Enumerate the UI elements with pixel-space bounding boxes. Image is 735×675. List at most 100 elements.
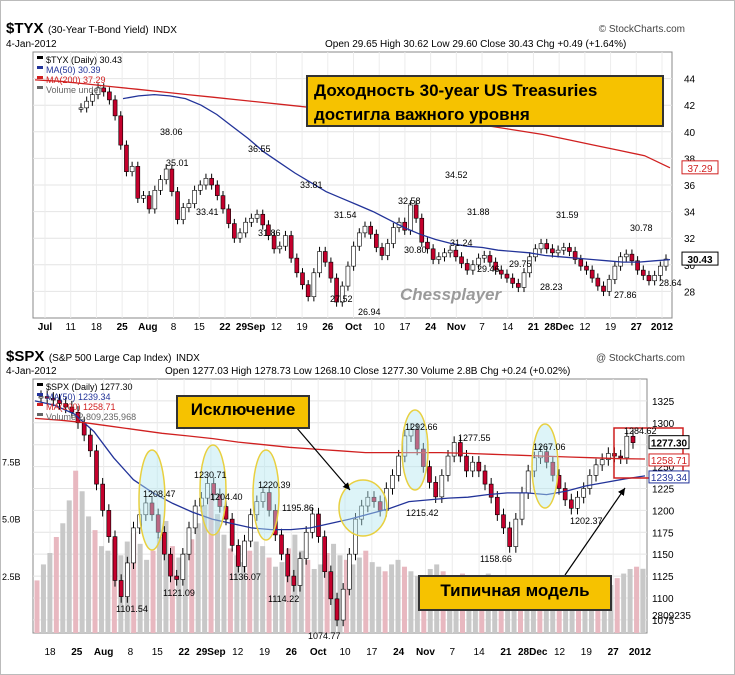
tyx-x-tick: 25 (117, 322, 129, 333)
spx-high-label: 1284.62 (624, 426, 657, 436)
spx-price-bar (445, 455, 451, 476)
spx-x-tick: 15 (152, 647, 164, 658)
spx-volume-bar (79, 491, 85, 633)
tyx-x-tick: 8 (171, 322, 177, 333)
tyx-price-bar (487, 255, 493, 263)
spx-volume-bar (253, 541, 259, 633)
spx-x-tick: 17 (366, 647, 378, 658)
spx-ma200-line (34, 417, 646, 460)
spx-price-bar (458, 442, 463, 457)
tyx-price-bar (345, 265, 351, 287)
spx-legend-item: MA(50) 1239.34 (46, 392, 111, 402)
tyx-legend-item: $TYX (Daily) 30.43 (46, 55, 122, 65)
spx-volume-bar (53, 536, 59, 633)
tyx-price-bar (510, 277, 515, 284)
tyx-annotation: 31.88 (467, 207, 490, 217)
spx-price-bar (51, 397, 56, 401)
tyx-price-bar (578, 259, 584, 267)
tyx-price-bar (84, 100, 89, 109)
spx-price-bar (365, 496, 371, 507)
tyx-x-tick: 14 (502, 322, 514, 333)
tyx-price-bar (550, 248, 555, 254)
spx-price-bar (599, 459, 605, 466)
spx-price-bar (353, 518, 358, 555)
tyx-price-bar (271, 235, 277, 250)
tyx-price-bar (425, 241, 430, 250)
callout-exception: Исключение (176, 395, 310, 429)
tyx-annotation: 32.58 (398, 196, 421, 206)
tyx-price-bar (118, 115, 124, 146)
spx-price-bar (630, 435, 636, 443)
tyx-price-bar (436, 256, 442, 260)
spx-price-bar (186, 527, 192, 555)
spx-volume-bar (640, 568, 646, 633)
tyx-price-bar (146, 195, 152, 210)
spx-annotation: 1208.47 (143, 489, 176, 499)
spx-source[interactable]: @ StockCharts.com (595, 353, 685, 364)
spx-last-label: 1277.30 (651, 439, 688, 450)
tyx-price-bar (254, 213, 260, 219)
tyx-annotation: 31.86 (258, 228, 281, 238)
tyx-x-tick: 7 (479, 322, 485, 333)
tyx-price-bar (658, 265, 663, 276)
tyx-y-tick: 28 (684, 287, 696, 298)
spx-y-tick: 1125 (652, 572, 674, 583)
spx-volume-bar (234, 555, 240, 633)
tyx-legend-item: MA(200) 37.29 (46, 75, 106, 85)
tyx-annotation: 38.06 (160, 127, 183, 137)
spx-price-bar (180, 553, 186, 580)
tyx-source[interactable]: © StockCharts.com (598, 24, 685, 35)
tyx-symbol: $TYX (6, 20, 44, 37)
spx-annotation: 1204.40 (210, 492, 243, 502)
tyx-price-bar (544, 243, 550, 250)
spx-x-tick: 12 (554, 647, 566, 658)
spx-volume-bar (324, 552, 330, 633)
spx-x-tick: 18 (44, 647, 56, 658)
tyx-price-bar (374, 233, 379, 248)
spx-price-bar (396, 455, 401, 476)
spx-volume-bar (414, 575, 420, 633)
spx-x-tick: 19 (581, 647, 593, 658)
tyx-price-bar (584, 265, 589, 271)
spx-x-tick: 7 (449, 647, 455, 658)
spx-price-bar (569, 499, 574, 509)
tyx-x-tick: 21 (528, 322, 540, 333)
tyx-price-bar (635, 260, 640, 271)
spx-price-bar (488, 483, 494, 498)
spx-volume-bar (163, 520, 169, 633)
spx-price-bar (242, 540, 247, 567)
tyx-price-bar (163, 168, 169, 180)
tyx-price-bar (623, 253, 629, 258)
tyx-price-bar (90, 94, 95, 102)
tyx-callout: Доходность 30-year US Treasuries достигл… (306, 75, 664, 127)
tyx-price-bar (459, 256, 464, 264)
tyx-price-bar (385, 243, 390, 256)
spx-highlight-ellipse (138, 449, 166, 551)
tyx-x-tick: 29Sep (236, 322, 265, 333)
spx-x-tick: 19 (259, 647, 271, 658)
spx-annotation: 1215.42 (406, 508, 439, 518)
spx-volume-bar (376, 566, 382, 633)
spx-volume-tick: 2.5B (2, 572, 21, 582)
spx-price-bar (359, 505, 364, 520)
tyx-x-tick: 28Dec (544, 322, 574, 333)
spx-y-tick: 1300 (652, 419, 675, 430)
spx-annotation: 1230.71 (194, 470, 227, 480)
tyx-price-bar (413, 204, 419, 219)
tyx-legend-item: Volume undef (46, 85, 102, 95)
spx-volume-bar (363, 550, 369, 633)
spx-price-bar (192, 505, 198, 529)
spx-volume-bar (356, 557, 362, 633)
spx-price-bar (371, 496, 377, 502)
spx-price-bar (162, 531, 167, 555)
spx-volume-bar (582, 598, 588, 633)
spx-annotation: 1101.54 (116, 604, 148, 614)
tyx-y-tick: 44 (684, 75, 696, 86)
spx-price-bar (495, 496, 500, 516)
spx-price-bar (310, 513, 315, 533)
spx-symbol: $SPX (6, 348, 45, 365)
spx-ma200-label: 1258.71 (651, 456, 688, 467)
spx-legend-swatch (37, 413, 43, 416)
spx-price-bar (155, 514, 161, 533)
spx-price-bar (624, 435, 630, 459)
